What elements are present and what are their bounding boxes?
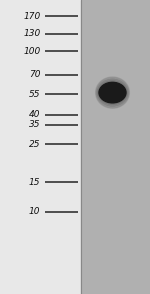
Bar	[81, 0, 150, 294]
Text: 40: 40	[29, 110, 40, 119]
Text: 25: 25	[29, 140, 40, 148]
Ellipse shape	[98, 81, 127, 105]
Text: 100: 100	[23, 47, 40, 56]
Text: 15: 15	[29, 178, 40, 187]
Ellipse shape	[99, 82, 126, 103]
Bar	[0, 0, 81, 294]
Text: 55: 55	[29, 90, 40, 98]
Text: 70: 70	[29, 71, 40, 79]
Text: 130: 130	[23, 29, 40, 38]
Text: 35: 35	[29, 121, 40, 129]
Ellipse shape	[97, 79, 128, 106]
Text: 10: 10	[29, 207, 40, 216]
Text: 170: 170	[23, 12, 40, 21]
Ellipse shape	[96, 77, 129, 108]
